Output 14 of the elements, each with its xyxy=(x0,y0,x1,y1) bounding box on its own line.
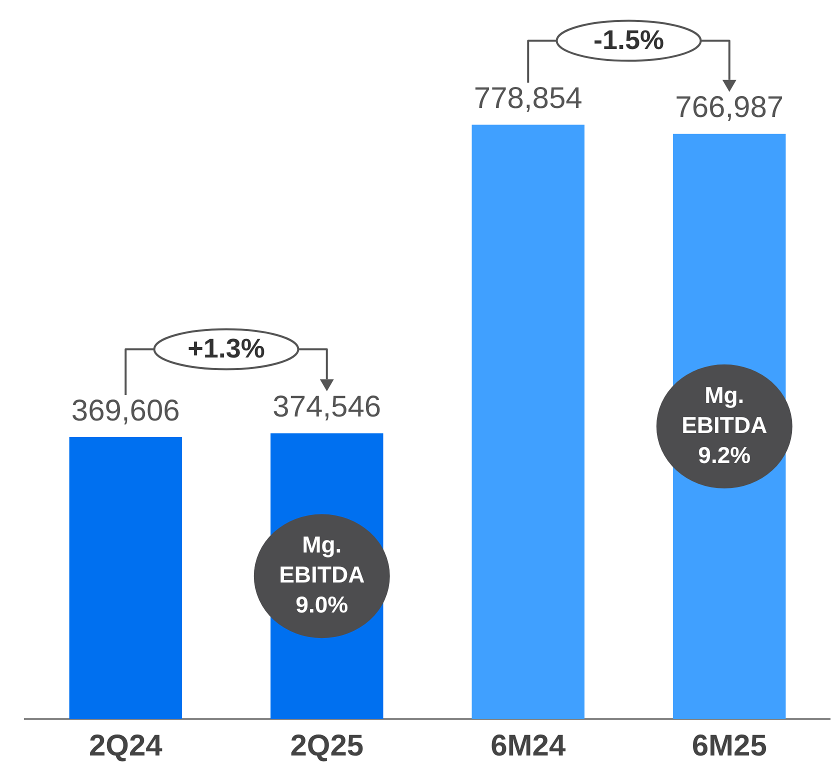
x-tick-label: 2Q24 xyxy=(88,729,163,762)
annotation: Mg. EBITDA 9.2% xyxy=(682,382,768,468)
annotation: +1.3% xyxy=(188,334,265,364)
x-tick-label: 2Q25 xyxy=(290,729,364,762)
data-label: 778,854 xyxy=(474,82,582,116)
data-label: 369,606 xyxy=(71,394,180,428)
data-label: 374,546 xyxy=(272,390,382,424)
x-tick-label: 6M24 xyxy=(490,729,566,762)
bar xyxy=(472,124,584,719)
annotation: Mg. EBITDA 9.0% xyxy=(279,531,365,618)
text: -1.5% xyxy=(593,25,664,56)
bar xyxy=(69,437,182,719)
data-label: 766,987 xyxy=(675,91,784,124)
x-tick-label: 6M25 xyxy=(692,729,767,762)
